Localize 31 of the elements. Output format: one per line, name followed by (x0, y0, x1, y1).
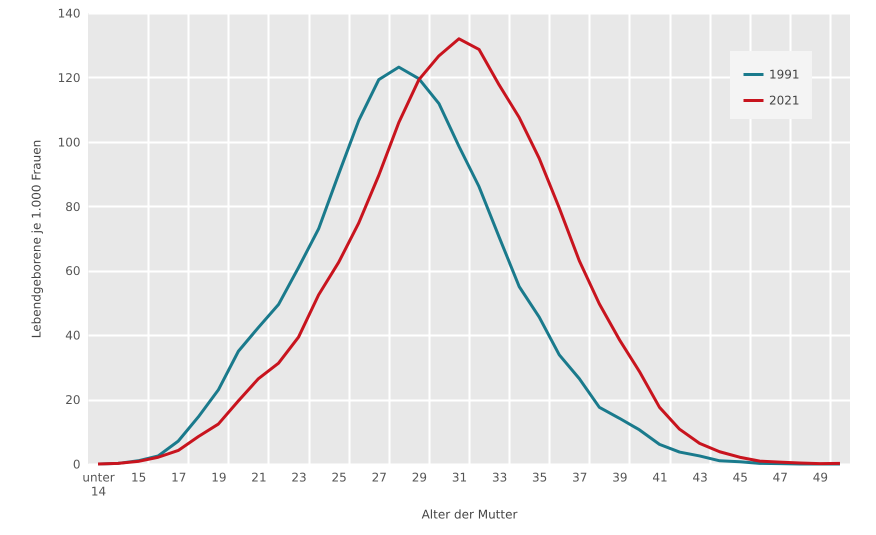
x-axis-title: Alter der Mutter (422, 508, 518, 522)
x-tick-label: 21 (251, 470, 267, 484)
x-tick-label: unter 14 (82, 470, 115, 498)
x-tick-label: 49 (812, 470, 828, 484)
y-tick-label: 0 (72, 458, 80, 472)
y-axis-title: Lebendgeborene je 1.000 Frauen (30, 140, 44, 338)
x-tick-label: 17 (171, 470, 186, 484)
x-tick-label: 27 (372, 470, 387, 484)
x-tick-label: 41 (652, 470, 668, 484)
y-tick-label: 120 (58, 70, 80, 85)
legend-label: 2021 (769, 94, 800, 108)
x-tick-label: 35 (532, 470, 548, 484)
y-tick-label: 40 (65, 328, 80, 343)
x-tick-label: 31 (452, 470, 468, 484)
legend-label: 1991 (769, 68, 800, 82)
x-tick-label: 15 (130, 470, 146, 484)
y-tick-label: 140 (58, 6, 80, 20)
x-tick-label: 29 (412, 470, 428, 484)
x-tick-label: 19 (211, 470, 226, 484)
y-tick-label: 80 (65, 200, 80, 214)
x-tick-label: 23 (291, 470, 307, 484)
x-tick-label: 47 (772, 470, 788, 484)
x-tick-label: 37 (572, 470, 588, 484)
x-tick-label: 45 (732, 470, 748, 484)
x-tick-label: 39 (612, 470, 628, 484)
x-tick-label: 33 (492, 470, 508, 484)
y-tick-label: 100 (58, 135, 80, 150)
x-tick-label: 43 (692, 470, 708, 484)
x-tick-label: 25 (332, 470, 347, 484)
y-tick-label: 60 (65, 264, 80, 278)
y-tick-label: 20 (65, 393, 80, 408)
